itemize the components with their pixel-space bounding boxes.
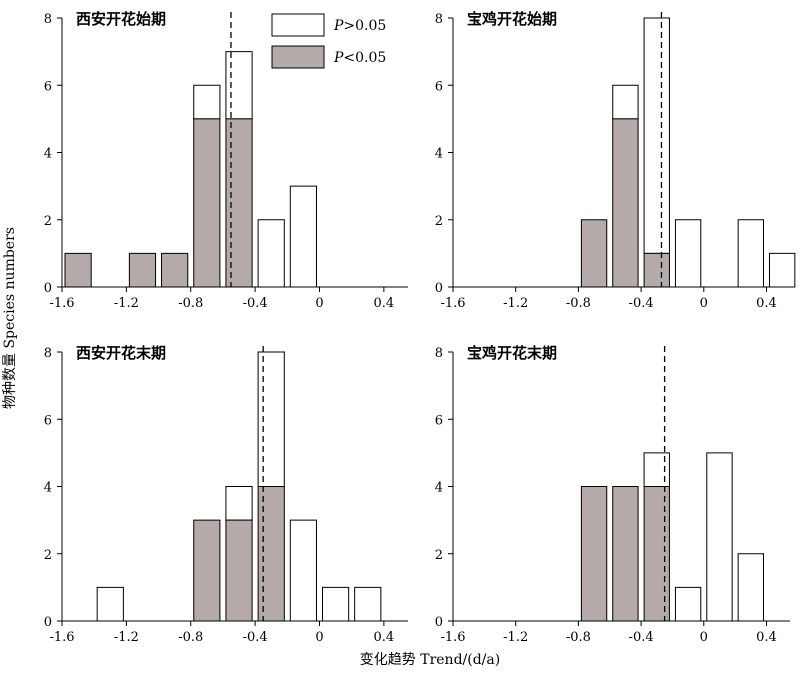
legend-label-nonsignificant: P>0.05 [333, 18, 386, 34]
legend-label-significant: P<0.05 [333, 50, 386, 66]
y-tick-label: 4 [44, 481, 52, 496]
x-tick-label: 0.4 [374, 296, 395, 311]
y-tick-label: 0 [44, 615, 52, 630]
x-tick-label: 0.4 [756, 296, 777, 311]
bar-significant [612, 118, 639, 288]
bar-significant [64, 252, 92, 288]
y-tick-label: 4 [435, 481, 443, 496]
bar-significant [612, 486, 639, 622]
bar-significant [225, 519, 253, 622]
bar-nonsignificant [257, 219, 285, 288]
y-tick-label: 2 [435, 214, 443, 229]
y-tick-label: 8 [435, 346, 443, 361]
bar-significant [580, 486, 608, 622]
bar-nonsignificant [225, 51, 253, 120]
bar-nonsignificant [674, 586, 702, 622]
y-tick-label: 0 [44, 281, 52, 296]
y-tick-label: 8 [44, 346, 52, 361]
bar-significant [257, 486, 285, 622]
panel-title: 宝鸡开花始期 [467, 10, 557, 28]
y-tick-label: 6 [435, 413, 443, 428]
x-tick-label: -0.8 [178, 296, 203, 311]
bar-significant [193, 519, 221, 622]
x-tick-label: -0.4 [243, 630, 268, 645]
bar-nonsignificant [193, 84, 221, 120]
bar-nonsignificant [225, 486, 253, 521]
y-tick-label: 2 [435, 548, 443, 563]
x-tick-label: -1.6 [49, 630, 74, 645]
y-tick-label: 8 [435, 12, 443, 27]
panel-baoji-start: -1.6 -1.2 -0.8 -0.4 0 0.4 0 2 4 6 8 宝鸡开花始期 [435, 10, 796, 311]
y-tick-label: 4 [435, 147, 443, 162]
bar-nonsignificant [289, 519, 317, 622]
legend-p-italic: P [333, 50, 344, 66]
bar-significant [193, 118, 221, 288]
x-tick-label: -1.6 [440, 296, 465, 311]
x-tick-label: 0 [700, 296, 708, 311]
legend-threshold: >0.05 [343, 18, 386, 34]
bar-nonsignificant [643, 452, 670, 487]
panel-title: 西安开花末期 [76, 344, 166, 362]
x-tick-label: -0.8 [178, 630, 203, 645]
x-tick-label: -0.8 [566, 296, 591, 311]
bar-nonsignificant [289, 185, 317, 288]
x-tick-label: -0.4 [243, 296, 268, 311]
bar-nonsignificant [768, 252, 796, 288]
bar-nonsignificant [706, 452, 733, 622]
bar-nonsignificant [674, 219, 702, 288]
panel-xian-start: -1.6 -1.2 -0.8 -0.4 0 0.4 0 2 4 6 8 西安开花始期 [44, 10, 408, 311]
x-tick-label: 0.4 [756, 630, 777, 645]
legend: P>0.05 P<0.05 [271, 13, 386, 69]
x-tick-label: 0 [700, 630, 708, 645]
panel-baoji-end: -1.6 -1.2 -0.8 -0.4 0 0.4 0 2 4 6 8 宝鸡开花末期 [435, 344, 790, 645]
x-tick-label: -1.6 [440, 630, 465, 645]
bar-significant [161, 252, 189, 288]
x-tick-label: -0.4 [629, 630, 654, 645]
y-tick-label: 0 [435, 281, 443, 296]
legend-threshold: <0.05 [343, 50, 386, 66]
y-tick-label: 2 [44, 214, 52, 229]
bar-significant [580, 219, 608, 288]
bar-nonsignificant [737, 219, 764, 288]
y-tick-label: 0 [435, 615, 443, 630]
x-tick-label: -0.8 [566, 630, 591, 645]
y-axis-label: 物种数量 Species numbers [2, 227, 18, 409]
panel-title: 西安开花始期 [76, 10, 166, 28]
x-tick-label: -1.2 [503, 630, 528, 645]
bar-nonsignificant [643, 17, 670, 254]
x-tick-label: 0.4 [374, 630, 395, 645]
bar-significant [643, 252, 670, 288]
y-tick-label: 6 [435, 79, 443, 94]
y-tick-label: 6 [44, 79, 52, 94]
x-tick-label: -1.6 [49, 296, 74, 311]
x-axis-label: 变化趋势 Trend/(d/a) [360, 652, 500, 668]
y-tick-label: 4 [44, 147, 52, 162]
bar-significant [225, 118, 253, 288]
bar-significant [128, 252, 157, 288]
bar-nonsignificant [354, 586, 382, 622]
x-tick-label: -1.2 [503, 296, 528, 311]
bar-significant [643, 486, 670, 622]
bar-nonsignificant [257, 351, 285, 487]
y-tick-label: 2 [44, 548, 52, 563]
bar-nonsignificant [737, 553, 764, 622]
x-tick-label: -1.2 [114, 296, 139, 311]
panel-xian-end: -1.6 -1.2 -0.8 -0.4 0 0.4 0 2 4 6 8 西安开花末期 [44, 344, 408, 645]
x-tick-label: 0 [315, 296, 323, 311]
legend-swatch-significant [271, 45, 325, 69]
x-tick-label: -0.4 [629, 296, 654, 311]
bar-nonsignificant [612, 84, 639, 120]
x-tick-label: 0 [315, 630, 323, 645]
bar-nonsignificant [321, 586, 350, 622]
y-tick-label: 8 [44, 12, 52, 27]
bar-nonsignificant [96, 586, 124, 622]
x-tick-label: -1.2 [114, 630, 139, 645]
legend-swatch-nonsignificant [271, 13, 325, 37]
panel-title: 宝鸡开花末期 [467, 344, 557, 362]
legend-p-italic: P [333, 18, 344, 34]
y-tick-label: 6 [44, 413, 52, 428]
